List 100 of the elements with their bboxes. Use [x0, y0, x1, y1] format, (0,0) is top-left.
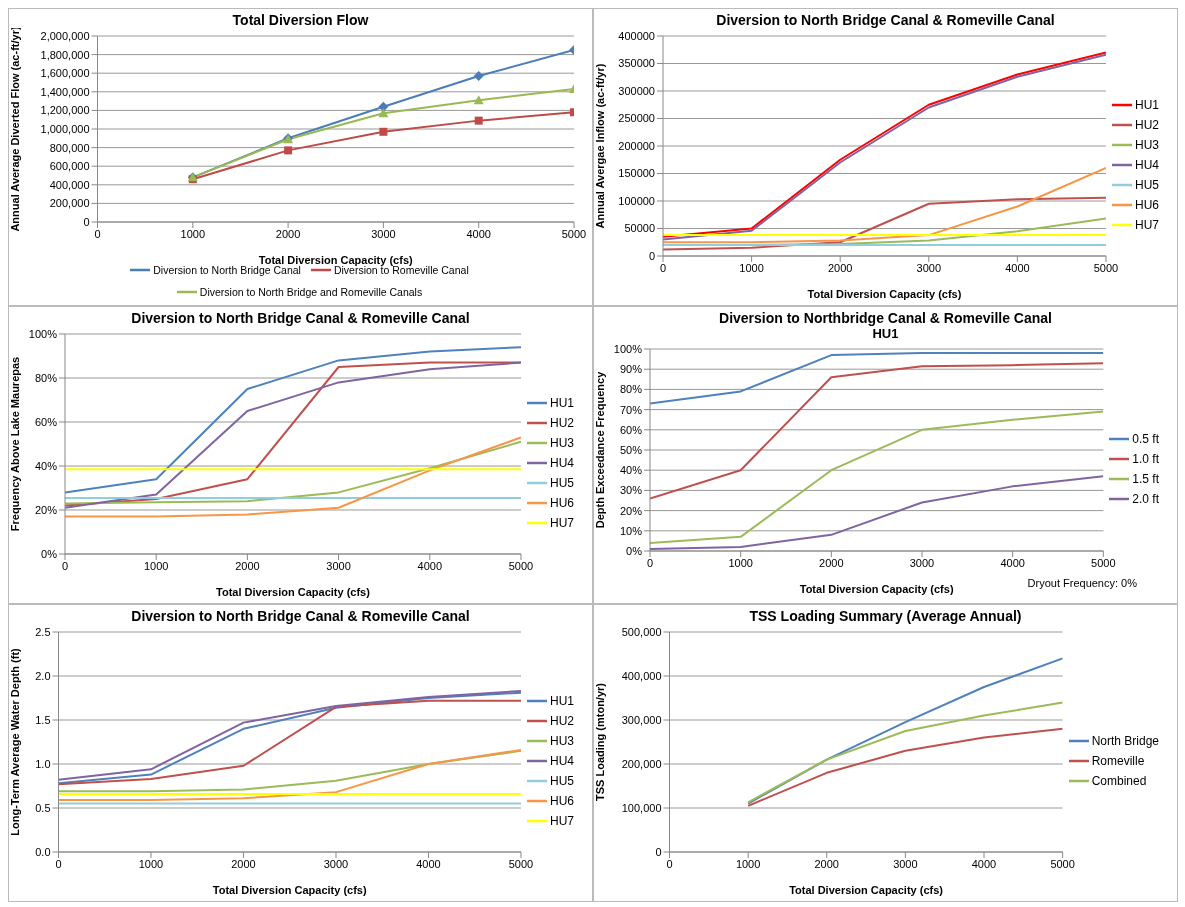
- x-tick-label: 2000: [231, 857, 256, 870]
- y-tick-label: 100,000: [621, 801, 662, 814]
- point: [284, 146, 293, 155]
- y-tick-label: 0%: [41, 547, 58, 560]
- x-tick-label: 3000: [916, 261, 942, 274]
- y-tick-label: 300,000: [621, 713, 662, 726]
- x-tick-label: 2000: [275, 227, 301, 240]
- y-tick-label: 20%: [619, 504, 643, 517]
- line-series: [65, 440, 521, 505]
- y-tick-label: 300000: [618, 84, 655, 97]
- legend-label: North Bridge: [1091, 734, 1159, 748]
- line-series: [747, 727, 1063, 807]
- x-tick-label: 0: [94, 227, 101, 240]
- y-tick-label: 1.0: [35, 757, 51, 770]
- y-tick-label: 0: [648, 249, 655, 262]
- x-axis-title: Total Diversion Capacity (cfs): [807, 288, 962, 300]
- y-tick-label: 60%: [34, 415, 58, 428]
- legend-label: HU6: [1134, 198, 1159, 212]
- line-series: [650, 352, 1104, 405]
- y-tick-label: 70%: [619, 403, 643, 416]
- line-series: [663, 196, 1106, 251]
- legend-label: HU3: [1134, 138, 1159, 152]
- legend-label: HU7: [549, 516, 574, 530]
- y-tick-label: 1,600,000: [40, 67, 90, 80]
- x-tick-label: 4000: [971, 857, 997, 870]
- line-series: [58, 748, 521, 802]
- legend-label: Romeville: [1091, 754, 1145, 768]
- y-tick-label: 100%: [28, 327, 58, 340]
- y-tick-label: 50%: [619, 443, 643, 456]
- x-tick-label: 1000: [138, 857, 164, 870]
- y-tick-label: 0: [655, 845, 662, 858]
- y-tick-label: 40%: [619, 464, 643, 477]
- y-tick-label: 100000: [618, 194, 655, 207]
- point: [473, 70, 484, 81]
- x-axis-title: Total Diversion Capacity (cfs): [789, 884, 944, 896]
- legend-label: HU7: [1134, 218, 1159, 232]
- y-tick-label: 600,000: [49, 160, 90, 173]
- x-tick-label: 3000: [893, 857, 918, 870]
- legend-label: HU3: [549, 436, 574, 450]
- x-tick-label: 5000: [1050, 857, 1075, 870]
- x-tick-label: 5000: [1093, 261, 1119, 274]
- line-series: [65, 346, 521, 494]
- line-series: [58, 749, 521, 793]
- x-tick-label: 4000: [416, 857, 441, 870]
- x-tick-label: 1000: [728, 556, 753, 569]
- y-tick-label: 2,000,000: [40, 29, 90, 42]
- y-tick-label: 400000: [618, 29, 655, 42]
- point: [473, 95, 484, 105]
- x-tick-label: 2000: [814, 857, 839, 870]
- y-axis-title: Long-Term Average Water Depth (ft): [8, 647, 21, 836]
- y-tick-label: 350000: [618, 57, 655, 70]
- chart-subtitle: HU1: [871, 326, 900, 341]
- y-tick-label: 0.5: [35, 801, 51, 814]
- chart-title: Diversion to North Bridge Canal & Romeville Canal: [130, 310, 471, 326]
- y-tick-label: 0%: [626, 544, 643, 557]
- line-series: [650, 362, 1104, 500]
- y-tick-label: 800,000: [49, 141, 90, 154]
- x-tick-label: 1000: [180, 227, 206, 240]
- y-tick-label: 80%: [619, 383, 643, 396]
- y-tick-label: 0: [83, 215, 90, 228]
- y-tick-label: 60%: [619, 423, 643, 436]
- y-tick-label: 30%: [619, 484, 643, 497]
- y-tick-label: 1,200,000: [40, 104, 90, 117]
- point: [379, 127, 388, 136]
- point: [378, 108, 389, 118]
- y-tick-label: 200,000: [49, 197, 90, 210]
- x-tick-label: 1000: [735, 857, 761, 870]
- y-tick-label: 100%: [613, 342, 643, 355]
- line-series: [747, 701, 1063, 804]
- x-tick-label: 5000: [508, 857, 534, 870]
- legend-label: HU2: [549, 416, 574, 430]
- y-tick-label: 10%: [619, 524, 643, 537]
- line-series: [747, 657, 1063, 805]
- chart-title: Total Diversion Flow: [231, 12, 370, 28]
- y-axis-title: Frequency Above Lake Maurepas: [8, 356, 21, 532]
- legend-label: 2.0 ft: [1132, 492, 1159, 506]
- legend-label: 0.5 ft: [1132, 432, 1159, 446]
- x-tick-label: 2000: [819, 556, 844, 569]
- x-tick-label: 5000: [1091, 556, 1116, 569]
- x-axis-title: Total Diversion Capacity (cfs): [258, 254, 413, 266]
- legend-label: Diversion to North Bridge and Romeville Canals: [199, 286, 423, 298]
- y-tick-label: 500,000: [621, 625, 662, 638]
- y-axis-title: Annual Avergae Inflow (ac-ft/yr): [593, 63, 606, 229]
- legend-label: HU5: [549, 774, 574, 788]
- x-tick-label: 4000: [1000, 556, 1025, 569]
- x-tick-label: 1000: [739, 261, 764, 274]
- chart-title: Diversion to Northbridge Canal & Romeville Canal: [718, 310, 1053, 326]
- y-tick-label: 1,400,000: [40, 85, 90, 98]
- x-tick-label: 4000: [1005, 261, 1030, 274]
- legend-label: HU1: [1134, 98, 1159, 112]
- x-tick-label: 1000: [143, 559, 169, 572]
- legend-label: HU1: [549, 694, 574, 708]
- x-tick-label: 3000: [909, 556, 935, 569]
- x-tick-label: 3000: [326, 559, 351, 572]
- x-tick-label: 3000: [371, 227, 396, 240]
- legend-label: HU2: [549, 714, 574, 728]
- legend-label: HU1: [549, 396, 574, 410]
- legend-label: HU6: [549, 794, 574, 808]
- y-tick-label: 400,000: [621, 669, 662, 682]
- x-tick-label: 2000: [235, 559, 260, 572]
